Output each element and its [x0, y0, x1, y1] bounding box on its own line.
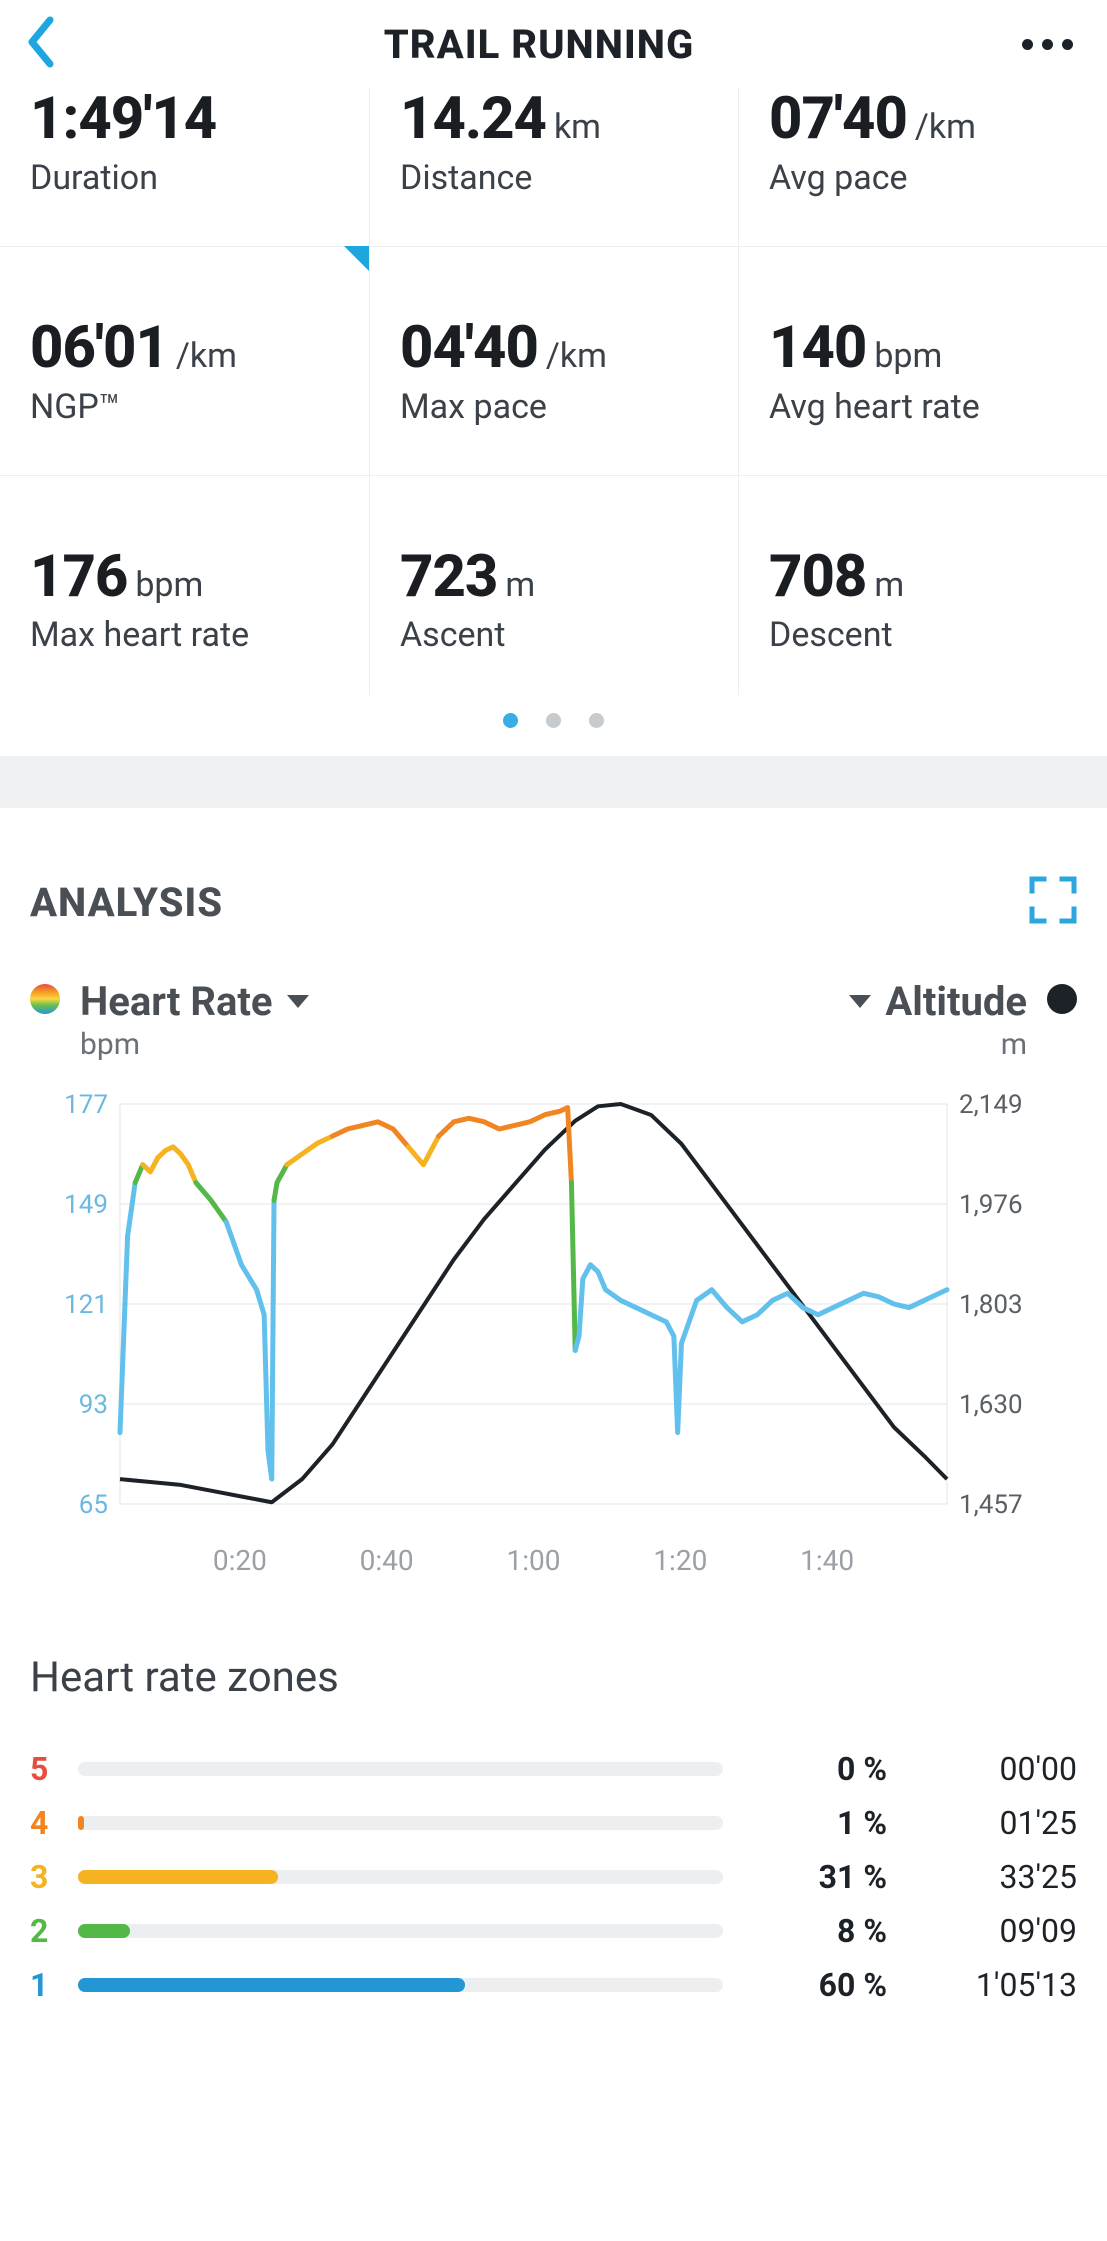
stat-duration[interactable]: 1:49'14 Duration — [0, 88, 369, 246]
zone-number: 5 — [30, 1750, 78, 1788]
zone-fill — [78, 1924, 130, 1938]
svg-text:1,976: 1,976 — [959, 1190, 1023, 1220]
zone-bar — [78, 1762, 723, 1776]
zone-percent: 31 % — [747, 1858, 887, 1896]
pager-dot[interactable] — [503, 713, 518, 728]
stat-distance[interactable]: 14.24 km Distance — [369, 88, 738, 246]
more-button[interactable] — [1022, 39, 1073, 50]
svg-text:177: 177 — [64, 1092, 108, 1120]
zone-fill — [78, 1870, 278, 1884]
svg-text:1,630: 1,630 — [959, 1390, 1023, 1420]
expand-button[interactable] — [1029, 876, 1077, 928]
chart-svg: 177 149 121 93 65 2,149 1,976 1,803 1,630 1,457 — [30, 1092, 1077, 1524]
zone-bar — [78, 1816, 723, 1830]
chevron-down-icon — [849, 995, 871, 1008]
zone-row: 1 60 %1'05'13 — [30, 1958, 1077, 2012]
svg-text:65: 65 — [79, 1490, 108, 1520]
stat-ngp[interactable]: 06'01 /km NGP™ — [0, 246, 369, 475]
stat-max-hr[interactable]: 176 bpm Max heart rate — [0, 475, 369, 696]
zone-number: 3 — [30, 1858, 78, 1896]
zone-percent: 1 % — [747, 1804, 887, 1842]
left-metric-name: Heart Rate — [80, 978, 273, 1025]
stat-ascent[interactable]: 723 m Ascent — [369, 475, 738, 696]
zone-percent: 8 % — [747, 1912, 887, 1950]
zone-bar — [78, 1924, 723, 1938]
analysis-section: ANALYSIS Heart Rate bpm — [0, 808, 1107, 2042]
analysis-title: ANALYSIS — [30, 879, 223, 926]
zone-fill — [78, 1816, 84, 1830]
section-divider — [0, 756, 1107, 808]
pager-dots[interactable] — [0, 695, 1107, 756]
page-title: TRAIL RUNNING — [384, 21, 694, 68]
right-metric-unit: m — [849, 1027, 1027, 1062]
hr-zones-section: Heart rate zones 5 0 %00'00 4 1 %01'25 3 31 %… — [30, 1617, 1077, 2042]
pager-dot[interactable] — [589, 713, 604, 728]
stats-grid: 1:49'14 Duration 14.24 km Distance 07'40… — [0, 88, 1107, 695]
pager-dot[interactable] — [546, 713, 561, 728]
stat-descent[interactable]: 708 m Descent — [738, 475, 1107, 696]
analysis-chart[interactable]: 177 149 121 93 65 2,149 1,976 1,803 1,630 1,457 — [30, 1092, 1077, 1532]
x-tick: 0:20 — [213, 1544, 267, 1577]
zone-time: 1'05'13 — [887, 1966, 1077, 2004]
chart-x-ticks: 0:20 0:40 1:00 1:20 1:40 — [120, 1544, 947, 1617]
zone-time: 33'25 — [887, 1858, 1077, 1896]
chart-metric-selectors: Heart Rate bpm Altitude m — [30, 978, 1077, 1062]
zone-bar — [78, 1870, 723, 1884]
stat-avg-hr[interactable]: 140 bpm Avg heart rate — [738, 246, 1107, 475]
dots-icon — [1022, 39, 1033, 50]
zone-row: 5 0 %00'00 — [30, 1742, 1077, 1796]
expand-icon — [1029, 876, 1077, 924]
x-tick: 1:40 — [800, 1544, 854, 1577]
right-metric-name: Altitude — [885, 978, 1027, 1025]
svg-text:121: 121 — [64, 1290, 108, 1320]
zone-row: 2 8 %09'09 — [30, 1904, 1077, 1958]
svg-text:1,803: 1,803 — [959, 1290, 1023, 1320]
rainbow-dot-icon — [30, 984, 60, 1014]
zone-percent: 60 % — [747, 1966, 887, 2004]
x-tick: 0:40 — [360, 1544, 414, 1577]
left-metric-unit: bpm — [80, 1027, 309, 1062]
chevron-down-icon — [287, 995, 309, 1008]
zone-number: 1 — [30, 1966, 78, 2004]
zones-title: Heart rate zones — [30, 1653, 1077, 1702]
svg-text:149: 149 — [64, 1190, 108, 1220]
top-bar: TRAIL RUNNING — [0, 0, 1107, 88]
svg-text:1,457: 1,457 — [959, 1490, 1023, 1520]
zone-row: 4 1 %01'25 — [30, 1796, 1077, 1850]
chevron-left-icon — [24, 16, 56, 68]
stat-label: Duration — [30, 158, 339, 198]
stat-max-pace[interactable]: 04'40 /km Max pace — [369, 246, 738, 475]
zone-number: 2 — [30, 1912, 78, 1950]
x-tick: 1:00 — [506, 1544, 560, 1577]
right-metric-selector[interactable]: Altitude m — [849, 978, 1077, 1062]
left-metric-selector[interactable]: Heart Rate bpm — [30, 978, 309, 1062]
black-dot-icon — [1047, 984, 1077, 1014]
stat-value: 1:49'14 — [30, 85, 216, 153]
zone-percent: 0 % — [747, 1750, 887, 1788]
stat-avg-pace[interactable]: 07'40 /km Avg pace — [738, 88, 1107, 246]
svg-text:93: 93 — [79, 1390, 108, 1420]
x-tick: 1:20 — [653, 1544, 707, 1577]
zone-time: 09'09 — [887, 1912, 1077, 1950]
zone-time: 01'25 — [887, 1804, 1077, 1842]
zone-number: 4 — [30, 1804, 78, 1842]
back-button[interactable] — [24, 16, 56, 72]
zone-fill — [78, 1978, 465, 1992]
zone-row: 3 31 %33'25 — [30, 1850, 1077, 1904]
zone-time: 00'00 — [887, 1750, 1077, 1788]
svg-text:2,149: 2,149 — [959, 1092, 1023, 1120]
zone-bar — [78, 1978, 723, 1992]
